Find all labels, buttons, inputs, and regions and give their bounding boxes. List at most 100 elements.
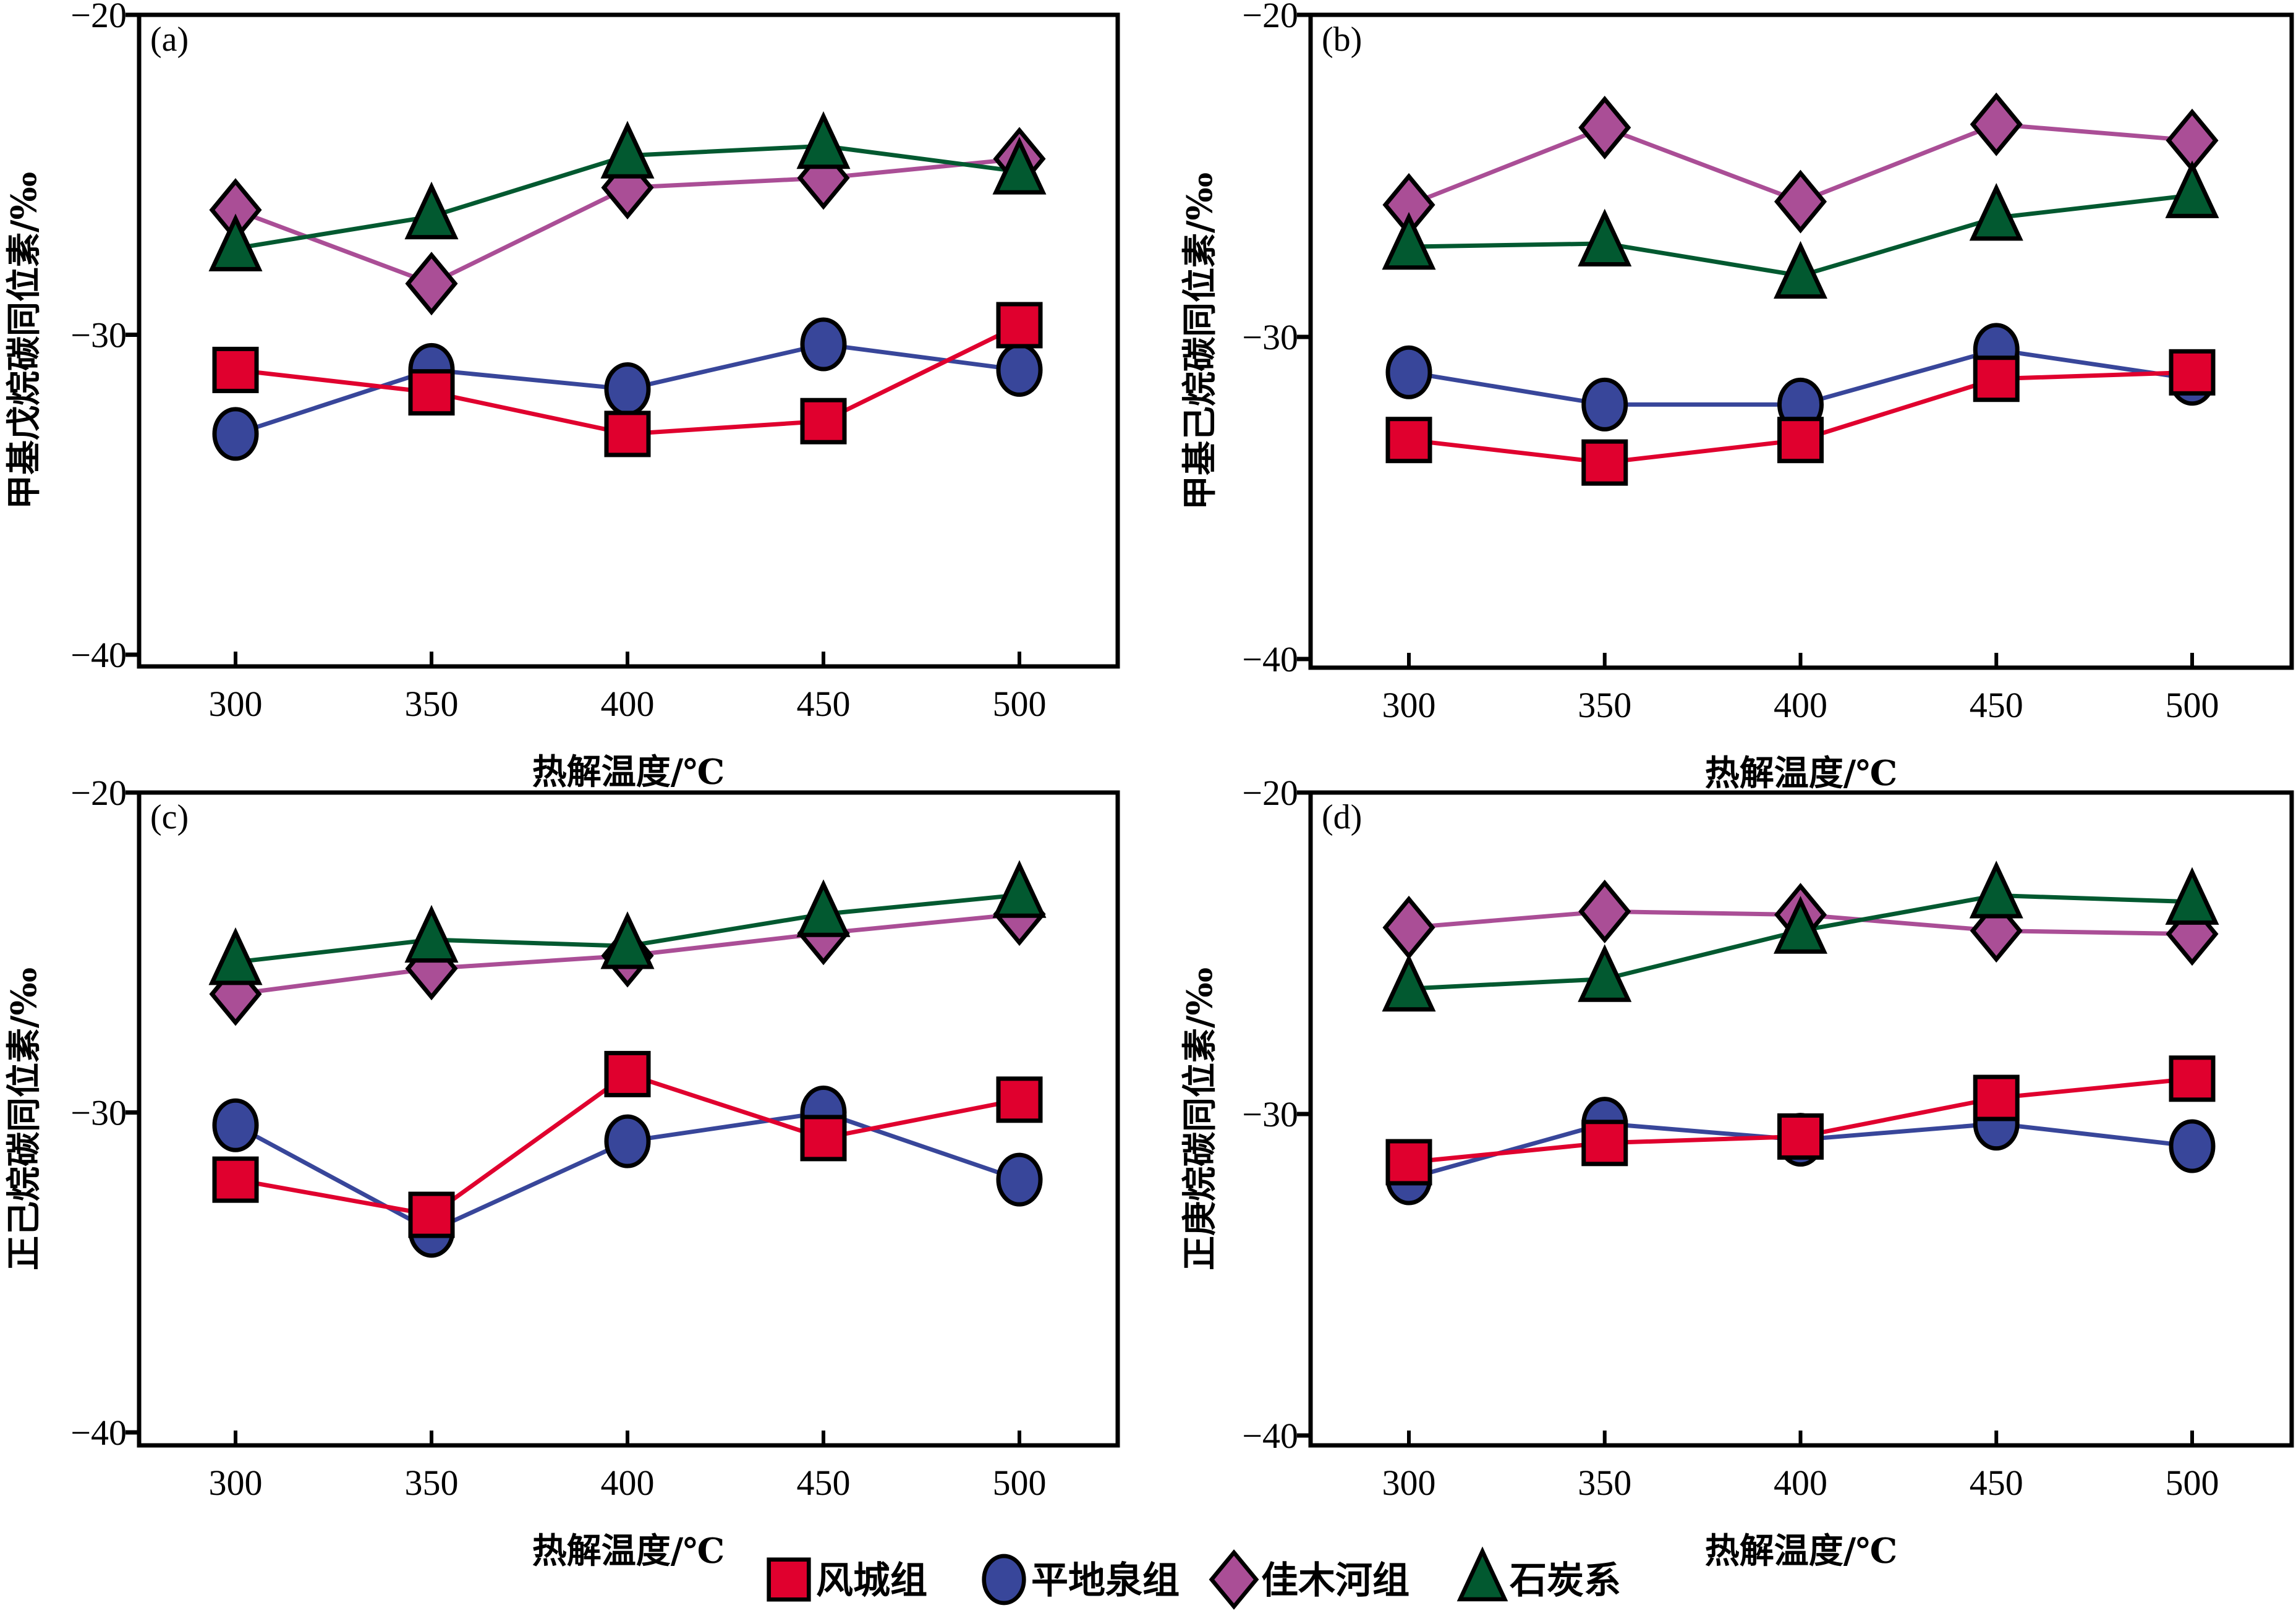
marker-diamond (2166, 108, 2219, 172)
marker-triangle (1382, 211, 1436, 270)
y-tick-label: −20 (1242, 0, 1298, 35)
legend-label: 风城组 (816, 1559, 927, 1602)
marker-circle (800, 317, 847, 372)
x-tick-label: 350 (1578, 685, 1631, 725)
x-tick-label: 500 (2166, 685, 2219, 725)
x-tick-label: 500 (993, 684, 1047, 724)
marker-square (996, 302, 1043, 349)
marker-square (1777, 417, 1824, 464)
marker-triangle (404, 904, 459, 963)
marker-diamond (1774, 169, 1827, 234)
marker-square (800, 1115, 847, 1162)
x-tick-label: 300 (1382, 685, 1436, 725)
series-markers-triangle (208, 860, 1047, 985)
marker-triangle (600, 121, 655, 179)
marker-square (2169, 349, 2216, 396)
x-tick-label: 300 (1382, 1463, 1436, 1503)
y-tick-label: −40 (70, 1413, 127, 1453)
y-tick-label: −30 (1242, 317, 1298, 357)
legend-item: 石炭系 (1456, 1546, 1621, 1602)
marker-circle (212, 1098, 259, 1152)
marker-triangle (796, 111, 851, 169)
panel-label: (d) (1322, 798, 1362, 836)
x-tick-label: 300 (209, 684, 263, 724)
marker-triangle (2165, 160, 2219, 218)
x-tick-label: 350 (405, 684, 459, 724)
x-tick-label: 400 (601, 684, 655, 724)
marker-square (212, 346, 259, 393)
marker-square (212, 1156, 259, 1203)
y-tick-label: −40 (70, 635, 127, 675)
y-tick-label: −30 (70, 315, 127, 355)
marker-square (408, 1191, 455, 1238)
marker-triangle (404, 181, 459, 240)
marker-circle (1385, 345, 1432, 399)
y-tick-label: −20 (70, 773, 127, 813)
x-tick-label: 450 (1970, 1463, 2023, 1503)
legend-label: 石炭系 (1510, 1559, 1621, 1602)
series-markers-triangle (1382, 160, 2219, 299)
marker-triangle (1774, 896, 1827, 954)
series-markers-square (212, 1050, 1043, 1238)
marker-square (1581, 1120, 1628, 1167)
marker-diamond (405, 252, 458, 316)
marker-diamond (1578, 879, 1631, 943)
marker-square (408, 369, 455, 416)
chart-panel-b: −20 −30 −40 300 350 400 450 500 (b) 热解温度/℃ 甲基己烷碳同位… (1180, 0, 2294, 794)
marker-triangle (796, 879, 851, 937)
x-tick-label: 400 (1774, 685, 1827, 725)
x-axis-title: 热解温度/℃ (532, 752, 725, 793)
marker-circle (604, 362, 651, 416)
marker-square (1973, 355, 2020, 402)
legend-label: 平地泉组 (1031, 1559, 1180, 1602)
marker-diamond (1970, 92, 2023, 156)
x-axis-title: 热解温度/℃ (1705, 1531, 1898, 1571)
legend-item: 平地泉组 (982, 1554, 1180, 1605)
x-tick-label: 450 (1970, 685, 2023, 725)
panel-label: (c) (150, 798, 189, 836)
marker-square (996, 1076, 1043, 1123)
marker-triangle (600, 911, 655, 969)
marker-circle (982, 1554, 1026, 1605)
marker-triangle (2165, 867, 2219, 925)
marker-triangle (208, 927, 263, 985)
x-tick-label: 500 (2166, 1463, 2219, 1503)
marker-circle (212, 407, 259, 461)
marker-triangle (1774, 240, 1827, 299)
y-tick-label: −30 (1242, 1094, 1298, 1134)
chart-panel-c: −20 −30 −40 300 350 400 450 500 (c) 热解温度/℃ 正己烷碳同位素… (4, 773, 1120, 1571)
series-markers-square (1385, 349, 2216, 486)
plot-frame (1308, 12, 2294, 670)
marker-circle (2169, 1119, 2216, 1173)
marker-square (1581, 439, 1628, 486)
marker-circle (1581, 377, 1628, 432)
chart-panel-d: −20 −30 −40 300 350 400 450 500 (d) 热解温度/℃ 正庚烷碳同位素… (1180, 773, 2294, 1571)
x-tick-label: 500 (993, 1463, 1047, 1503)
marker-square (1777, 1113, 1824, 1160)
series-markers-square (212, 302, 1043, 457)
y-axis-title: 正己烷碳同位素/‰ (4, 967, 45, 1270)
y-tick-label: −40 (1242, 639, 1298, 679)
x-tick-label: 300 (209, 1463, 263, 1503)
x-tick-label: 400 (601, 1463, 655, 1503)
marker-circle (996, 342, 1043, 397)
marker-square (2169, 1055, 2216, 1102)
chart-panel-a: −20 −30 −40 300 350 400 450 500 (a) 热解温度/℃ 甲基戊烷碳同位… (4, 0, 1120, 793)
y-tick-label: −20 (70, 0, 127, 35)
marker-square (604, 1050, 651, 1097)
marker-square (1385, 1139, 1432, 1186)
legend-item: 佳木河组 (1209, 1549, 1409, 1610)
marker-triangle (992, 860, 1047, 918)
y-tick-label: −40 (1242, 1416, 1298, 1456)
x-axis-title: 热解温度/℃ (532, 1531, 725, 1571)
marker-diamond (1209, 1549, 1259, 1610)
legend-label: 佳木河组 (1261, 1559, 1409, 1602)
x-axis-title: 热解温度/℃ (1705, 753, 1898, 794)
panel-label: (a) (150, 20, 189, 59)
marker-triangle (992, 137, 1047, 195)
plot-frame (137, 12, 1120, 669)
series-markers-triangle (1382, 861, 2219, 1012)
series-markers-triangle (208, 111, 1047, 271)
marker-square (1385, 417, 1432, 464)
